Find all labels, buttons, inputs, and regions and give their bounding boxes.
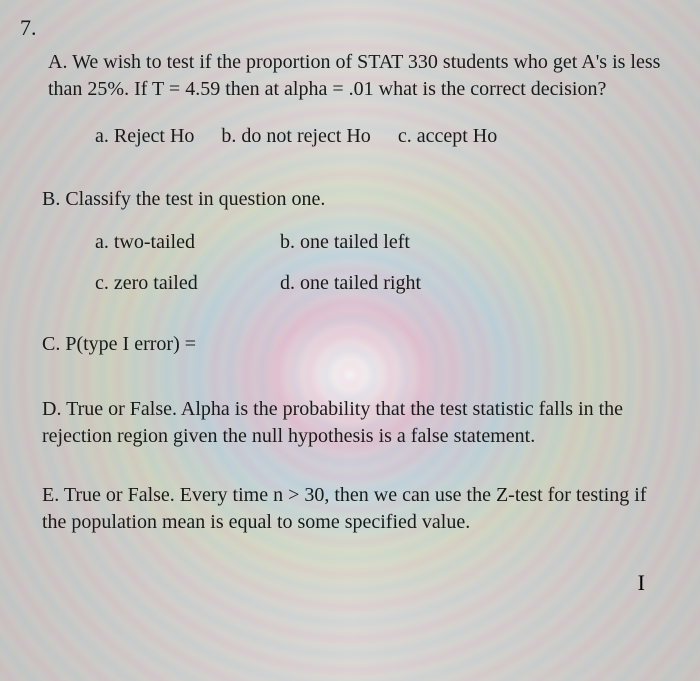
option-b-d: d. one tailed right (280, 272, 460, 295)
question-content: 7. A. We wish to test if the proportion … (0, 0, 700, 584)
part-b-options-row1: a. two-tailed b. one tailed left (95, 231, 672, 254)
part-d-body: True or False. Alpha is the probability … (42, 398, 623, 447)
part-c: C. P(type I error) = (20, 331, 672, 358)
part-e-body: True or False. Every time n > 30, then w… (42, 484, 647, 533)
part-d: D. True or False. Alpha is the probabili… (20, 396, 672, 450)
option-b-a: a. two-tailed (95, 231, 275, 254)
option-b-b: b. one tailed left (280, 231, 460, 254)
part-e-text: E. True or False. Every time n > 30, the… (42, 482, 672, 536)
part-a: A. We wish to test if the proportion of … (20, 49, 672, 148)
option-b-c: c. zero tailed (95, 272, 275, 295)
part-c-text: C. P(type I error) = (42, 331, 672, 358)
part-c-body: P(type I error) = (65, 333, 196, 355)
part-e-label: E. (42, 484, 59, 506)
part-b-text: B. Classify the test in question one. (42, 186, 672, 213)
part-b-label: B. (42, 188, 60, 210)
part-b-body: Classify the test in question one. (65, 188, 325, 210)
part-d-text: D. True or False. Alpha is the probabili… (42, 396, 672, 450)
part-b: B. Classify the test in question one. a.… (20, 186, 672, 295)
option-a-b: b. do not reject Ho (221, 125, 370, 147)
part-d-label: D. (42, 398, 61, 420)
part-a-body: We wish to test if the proportion of STA… (48, 51, 660, 100)
part-b-options-row2: c. zero tailed d. one tailed right (95, 272, 672, 295)
question-number: 7. (20, 15, 672, 41)
part-a-label: A. (48, 51, 67, 73)
part-c-label: C. (42, 333, 60, 355)
part-a-text: A. We wish to test if the proportion of … (48, 49, 672, 103)
option-a-c: c. accept Ho (398, 125, 497, 147)
part-a-options: a. Reject Ho b. do not reject Ho c. acce… (95, 125, 672, 148)
option-a-a: a. Reject Ho (95, 125, 194, 147)
part-e: E. True or False. Every time n > 30, the… (20, 482, 672, 536)
